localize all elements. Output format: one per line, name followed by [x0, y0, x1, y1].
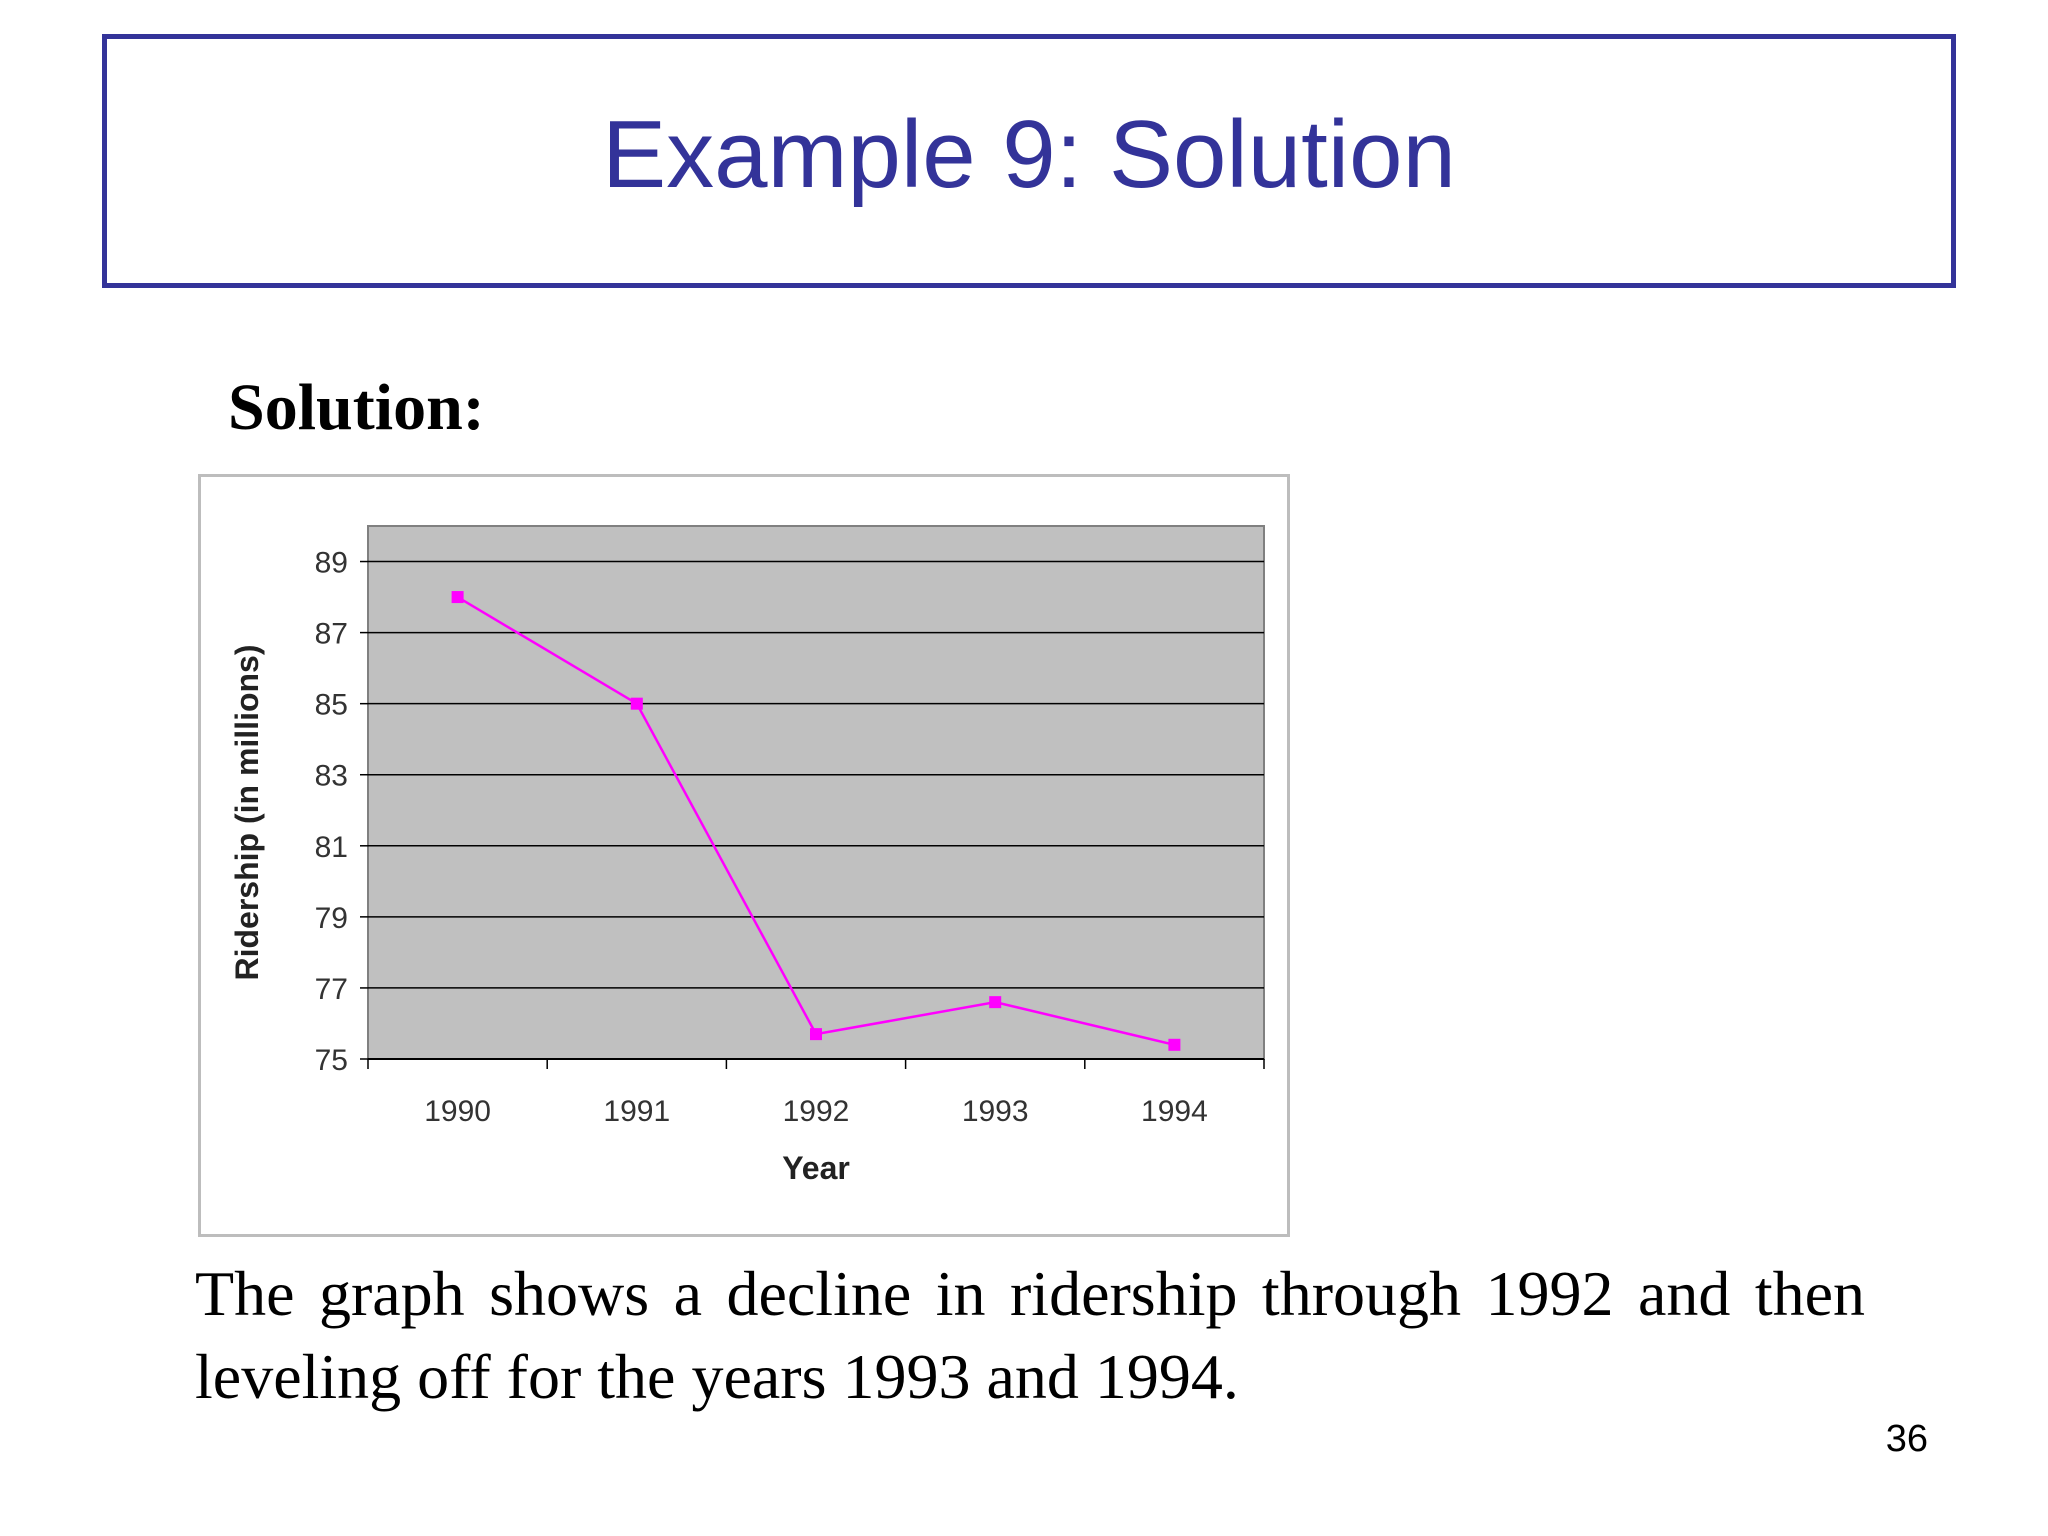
slide-title: Example 9: Solution	[602, 101, 1456, 208]
y-tick-label: 81	[315, 831, 348, 864]
plot-area	[367, 525, 1265, 1060]
body-paragraph: The graph shows a decline in ridership t…	[195, 1258, 1865, 1412]
data-point-1990	[451, 591, 464, 604]
data-point-1994	[1168, 1038, 1181, 1051]
ridership-line-chart: 75 77 79 81 83 85 87 89 1990 1991 1992 1993 1994 Year…	[229, 525, 1265, 1186]
y-tick-label: 89	[315, 547, 348, 580]
data-point-1991	[630, 697, 643, 710]
y-axis-title: Ridership (in millions)	[229, 644, 265, 980]
y-tick-label: 85	[315, 689, 348, 722]
x-tick-label: 1994	[1141, 1095, 1208, 1128]
x-tick-label: 1993	[962, 1095, 1029, 1128]
solution-heading: Solution:	[228, 371, 485, 444]
x-tick-label: 1992	[783, 1095, 850, 1128]
x-tick-label: 1991	[603, 1095, 670, 1128]
data-point-1993	[989, 996, 1002, 1009]
x-tick-label: 1990	[424, 1095, 491, 1128]
y-tick-label: 79	[315, 902, 348, 935]
y-tick-label: 77	[315, 973, 348, 1006]
x-axis-title: Year	[782, 1150, 850, 1186]
page-number: 36	[1885, 1418, 1928, 1460]
y-tick-label: 75	[315, 1044, 348, 1077]
title-box: Example 9: Solution	[102, 34, 1956, 288]
data-point-1992	[810, 1028, 822, 1041]
y-tick-label: 83	[315, 760, 348, 793]
y-tick-label: 87	[315, 618, 348, 651]
